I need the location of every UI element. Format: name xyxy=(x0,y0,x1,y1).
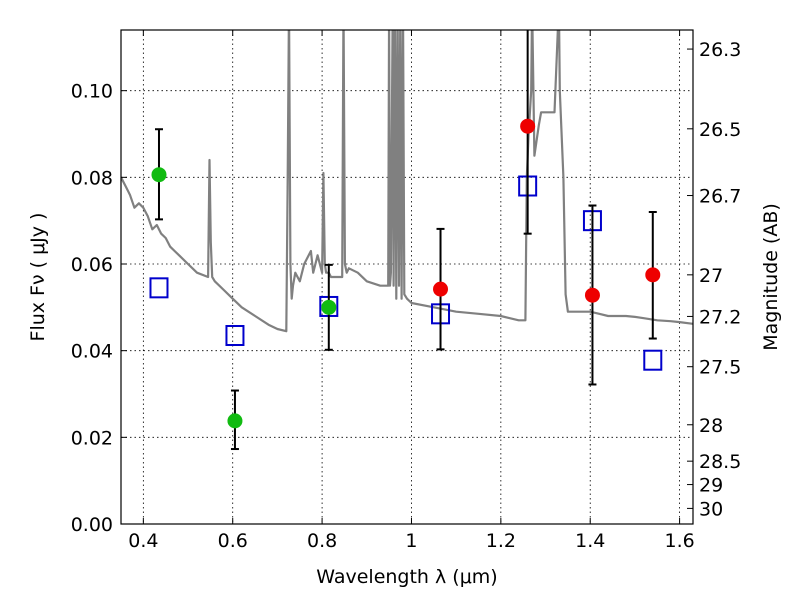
y-tick-label: 0.02 xyxy=(71,427,113,449)
measured-flux-point xyxy=(584,287,600,303)
y2-tick-label: 28.5 xyxy=(699,451,741,473)
y2-tick-label: 30 xyxy=(699,498,723,520)
x-tick-label: 0.6 xyxy=(218,530,248,552)
y2-tick-label: 29 xyxy=(699,475,723,497)
measured-flux-point xyxy=(520,118,536,134)
y2-tick-label: 26.5 xyxy=(699,119,741,141)
y2-tick-label: 27.5 xyxy=(699,357,741,379)
model-photometry-square xyxy=(149,277,169,299)
model-spectrum xyxy=(121,30,693,333)
y-tick-label: 0.08 xyxy=(71,167,113,189)
y-axis-title: Flux Fν ( μJy ) xyxy=(27,213,49,342)
measured-flux-point xyxy=(433,281,449,297)
y2-axis-title: Magnitude (AB) xyxy=(760,203,782,351)
model-photometry-square xyxy=(643,349,663,371)
plot-frame xyxy=(120,29,694,525)
data-marks xyxy=(149,30,663,451)
model-photometry-square xyxy=(225,325,245,346)
x-tick-label: 1.6 xyxy=(664,530,694,552)
measured-flux-point xyxy=(645,267,661,283)
y2-tick-label: 26.7 xyxy=(699,186,741,208)
y2-tick-label: 27.2 xyxy=(699,306,741,328)
y-tick-label: 0.06 xyxy=(71,254,113,276)
y-tick-label: 0.00 xyxy=(71,514,113,536)
x-axis-title: Wavelength λ (μm) xyxy=(316,566,497,588)
measured-flux-point xyxy=(227,413,243,429)
y-tick-label: 0.04 xyxy=(71,341,113,363)
y-tick-label: 0.10 xyxy=(71,81,113,103)
x-tick-label: 0.8 xyxy=(307,530,337,552)
measured-flux-point xyxy=(151,167,167,183)
x-tick-label: 1.2 xyxy=(486,530,516,552)
y2-tick-label: 27 xyxy=(699,265,723,287)
x-tick-label: 0.4 xyxy=(128,530,158,552)
measured-flux-point xyxy=(321,299,337,315)
y2-tick-label: 28 xyxy=(699,415,723,437)
x-tick-label: 1 xyxy=(405,530,417,552)
axis-ticks: 0.4 0.6 0.8 1 1.2 1.4 1.6 0.00 0.02 0.04 0.06 0.08 0… xyxy=(71,30,741,552)
x-tick-label: 1.4 xyxy=(575,530,605,552)
y2-tick-label: 26.3 xyxy=(699,39,741,61)
spectrum-line xyxy=(121,30,693,333)
plot-background xyxy=(121,30,693,524)
